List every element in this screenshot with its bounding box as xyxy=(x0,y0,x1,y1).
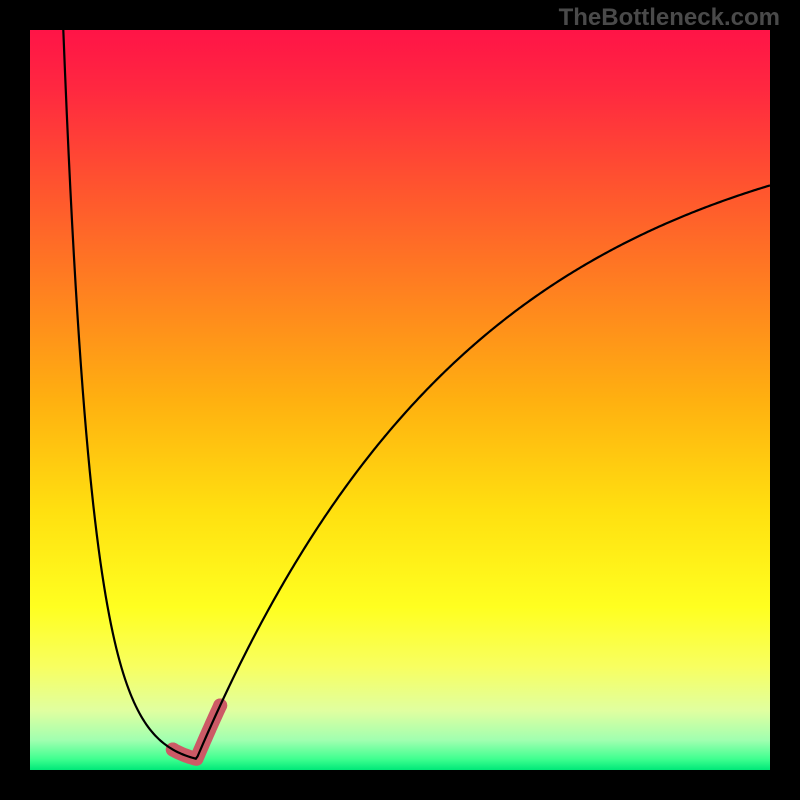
chart-root: TheBottleneck.com xyxy=(0,0,800,800)
watermark-text: TheBottleneck.com xyxy=(559,4,780,32)
chart-svg xyxy=(0,0,800,800)
plot-background xyxy=(30,30,770,770)
